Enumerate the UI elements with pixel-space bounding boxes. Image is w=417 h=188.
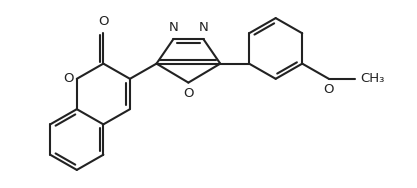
Text: O: O bbox=[63, 72, 74, 85]
Text: O: O bbox=[183, 87, 193, 100]
Text: O: O bbox=[324, 83, 334, 96]
Text: N: N bbox=[168, 21, 178, 34]
Text: CH₃: CH₃ bbox=[360, 72, 384, 85]
Text: O: O bbox=[98, 15, 108, 28]
Text: N: N bbox=[198, 21, 208, 34]
